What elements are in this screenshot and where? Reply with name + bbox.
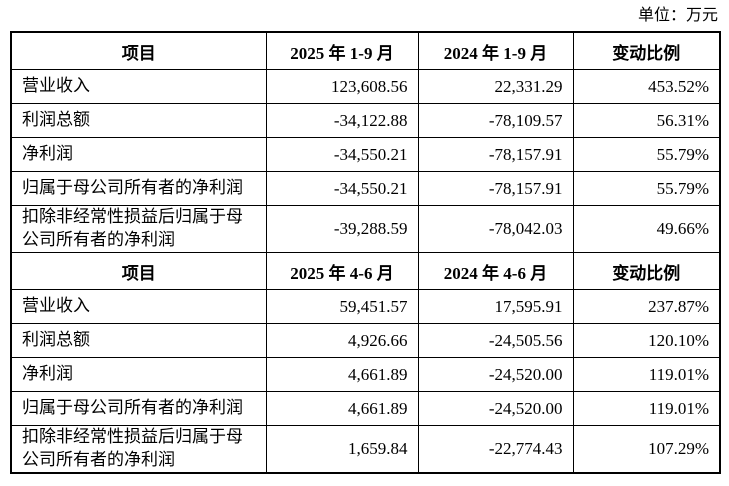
column-header-change-ratio: 变动比例 [572, 252, 721, 290]
change-ratio: 49.66% [572, 205, 721, 253]
table-row: 净利润 4,661.89 -24,520.00 119.01% [10, 357, 721, 392]
value-2024: -24,520.00 [417, 391, 574, 426]
value-2024: -78,109.57 [417, 103, 574, 138]
value-2024: -78,157.91 [417, 171, 574, 206]
row-label: 净利润 [10, 357, 267, 392]
row-label: 归属于母公司所有者的净利润 [10, 391, 267, 426]
value-2025: 4,926.66 [265, 323, 419, 358]
column-header-2024-period: 2024 年 4-6 月 [417, 252, 574, 290]
table-row: 营业收入 59,451.57 17,595.91 237.87% [10, 289, 721, 324]
table-header-row-q1q3: 项目 2025 年 1-9 月 2024 年 1-9 月 变动比例 [10, 31, 721, 70]
column-header-item: 项目 [10, 252, 267, 290]
row-label: 利润总额 [10, 323, 267, 358]
table-row: 扣除非经常性损益后归属于母公司所有者的净利润 -39,288.59 -78,04… [10, 205, 721, 253]
value-2025: -34,550.21 [265, 137, 419, 172]
column-header-2025-period: 2025 年 1-9 月 [265, 31, 419, 70]
value-2024: 17,595.91 [417, 289, 574, 324]
row-label: 营业收入 [10, 289, 267, 324]
change-ratio: 453.52% [572, 69, 721, 104]
row-label: 营业收入 [10, 69, 267, 104]
financial-comparison-table: 项目 2025 年 1-9 月 2024 年 1-9 月 变动比例 营业收入 1… [10, 31, 721, 474]
table-row: 营业收入 123,608.56 22,331.29 453.52% [10, 69, 721, 104]
change-ratio: 107.29% [572, 424, 721, 474]
change-ratio: 55.79% [572, 171, 721, 206]
table-header-row-q2: 项目 2025 年 4-6 月 2024 年 4-6 月 变动比例 [10, 252, 721, 290]
table-row: 归属于母公司所有者的净利润 -34,550.21 -78,157.91 55.7… [10, 171, 721, 206]
row-label: 扣除非经常性损益后归属于母公司所有者的净利润 [10, 424, 267, 474]
change-ratio: 237.87% [572, 289, 721, 324]
value-2024: -24,520.00 [417, 357, 574, 392]
column-header-2025-period: 2025 年 4-6 月 [265, 252, 419, 290]
value-2025: 4,661.89 [265, 391, 419, 426]
value-2025: 123,608.56 [265, 69, 419, 104]
value-2025: -34,550.21 [265, 171, 419, 206]
change-ratio: 120.10% [572, 323, 721, 358]
value-2025: 4,661.89 [265, 357, 419, 392]
table-row: 利润总额 -34,122.88 -78,109.57 56.31% [10, 103, 721, 138]
row-label: 归属于母公司所有者的净利润 [10, 171, 267, 206]
value-2024: 22,331.29 [417, 69, 574, 104]
table-row: 扣除非经常性损益后归属于母公司所有者的净利润 1,659.84 -22,774.… [10, 424, 721, 474]
value-2024: -78,157.91 [417, 137, 574, 172]
column-header-2024-period: 2024 年 1-9 月 [417, 31, 574, 70]
row-label: 利润总额 [10, 103, 267, 138]
value-2024: -24,505.56 [417, 323, 574, 358]
change-ratio: 119.01% [572, 357, 721, 392]
value-2024: -78,042.03 [417, 205, 574, 253]
change-ratio: 56.31% [572, 103, 721, 138]
row-label: 扣除非经常性损益后归属于母公司所有者的净利润 [10, 205, 267, 253]
change-ratio: 55.79% [572, 137, 721, 172]
value-2025: 59,451.57 [265, 289, 419, 324]
value-2025: 1,659.84 [265, 424, 419, 474]
change-ratio: 119.01% [572, 391, 721, 426]
value-2025: -39,288.59 [265, 205, 419, 253]
row-label: 净利润 [10, 137, 267, 172]
table-row: 利润总额 4,926.66 -24,505.56 120.10% [10, 323, 721, 358]
column-header-change-ratio: 变动比例 [572, 31, 721, 70]
unit-label: 单位：万元 [637, 7, 718, 24]
table-row: 净利润 -34,550.21 -78,157.91 55.79% [10, 137, 721, 172]
value-2025: -34,122.88 [265, 103, 419, 138]
column-header-item: 项目 [10, 31, 267, 70]
value-2024: -22,774.43 [417, 424, 574, 474]
table-row: 归属于母公司所有者的净利润 4,661.89 -24,520.00 119.01… [10, 391, 721, 426]
